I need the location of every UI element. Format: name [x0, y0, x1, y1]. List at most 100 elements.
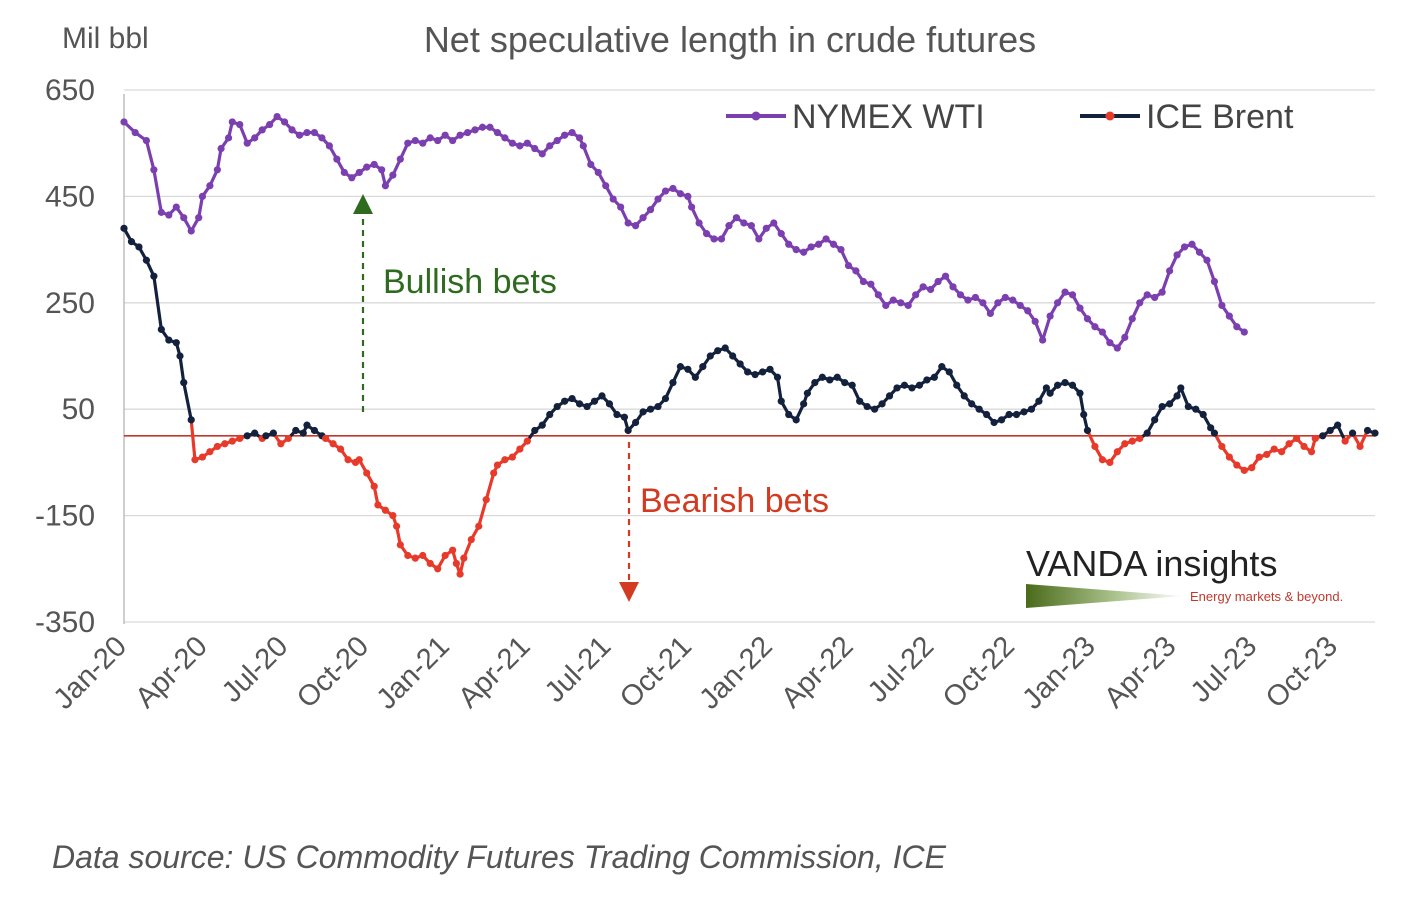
data-point-brent: [568, 394, 576, 403]
data-point-wti: [1203, 256, 1211, 264]
data-point-wti: [303, 128, 311, 137]
data-point-brent: [583, 402, 591, 411]
data-point-wti: [172, 203, 180, 211]
gridlines: [124, 89, 1375, 623]
data-point-brent: [1207, 424, 1215, 432]
data-point-brent: [624, 426, 632, 435]
data-point-brent: [1356, 442, 1364, 451]
data-point-brent: [561, 397, 569, 405]
data-point-wti: [463, 128, 472, 137]
y-tick-label: 250: [45, 287, 95, 320]
data-point-wti: [251, 134, 259, 142]
data-point-brent: [945, 368, 953, 376]
x-tick-label: Jul-23: [1185, 630, 1263, 708]
data-point-brent: [646, 405, 655, 413]
data-point-wti: [609, 195, 617, 203]
data-point-wti: [187, 227, 195, 235]
data-point-wti: [897, 299, 905, 307]
data-point-brent: [751, 371, 759, 379]
data-point-wti: [732, 214, 741, 222]
data-point-brent: [1263, 450, 1271, 459]
data-point-brent: [1020, 408, 1028, 416]
data-point-brent: [1136, 434, 1144, 443]
data-point-brent: [1091, 442, 1099, 451]
data-point-wti: [822, 235, 830, 243]
data-point-brent: [251, 429, 259, 437]
bullish-arrow-head: [353, 194, 373, 214]
data-point-wti: [859, 277, 867, 286]
y-tick-label: -150: [35, 500, 95, 533]
data-point-brent: [180, 379, 188, 387]
data-point-brent: [303, 421, 311, 429]
data-point-wti: [594, 168, 602, 177]
data-point-wti: [1098, 328, 1106, 336]
data-point-wti: [762, 224, 770, 232]
data-point-wti: [396, 155, 404, 163]
data-point-brent: [818, 373, 826, 381]
data-point-wti: [1106, 339, 1114, 347]
data-point-wti: [370, 160, 378, 169]
x-tick-label: Jul-22: [862, 630, 940, 708]
legend-label-wti: NYMEX WTI: [792, 98, 985, 136]
data-point-wti: [1068, 291, 1077, 299]
data-point-brent: [1121, 440, 1129, 448]
data-point-wti: [381, 182, 390, 190]
data-point-brent: [714, 347, 722, 355]
data-point-brent: [997, 416, 1006, 424]
data-point-wti: [934, 277, 942, 286]
data-point-wti: [1225, 312, 1233, 320]
data-point-brent: [336, 445, 345, 453]
data-point-brent: [531, 426, 539, 435]
data-point-wti: [747, 222, 755, 230]
data-point-brent: [1363, 426, 1372, 435]
data-point-brent: [322, 434, 330, 443]
data-point-brent: [863, 402, 871, 411]
data-point-wti: [195, 214, 203, 222]
data-point-wti: [676, 190, 685, 198]
x-tick-label: Apr-20: [130, 630, 214, 714]
data-point-wti: [378, 166, 386, 174]
data-point-brent: [871, 405, 879, 413]
data-point-brent: [396, 541, 404, 549]
series-line-nymex-wti: [122, 114, 1246, 350]
bullish-annotation: Bullish bets: [353, 194, 557, 412]
data-point-wti: [1143, 291, 1151, 299]
data-point-brent: [546, 410, 554, 419]
bearish-label: Bearish bets: [640, 482, 829, 520]
data-point-wti: [318, 134, 326, 142]
bearish-arrow-head: [619, 582, 639, 602]
data-point-wti: [919, 283, 927, 291]
data-point-brent: [930, 373, 938, 381]
data-point-brent: [1166, 400, 1174, 408]
data-point-wti: [927, 285, 935, 294]
data-point-wti: [516, 142, 524, 150]
data-point-brent: [198, 453, 207, 461]
data-point-wti: [1083, 315, 1092, 323]
data-point-brent: [1240, 466, 1248, 474]
bearish-annotation: Bearish bets: [619, 442, 829, 602]
data-point-wti: [889, 296, 897, 304]
data-point-wti: [1076, 304, 1084, 312]
data-point-wti: [800, 248, 808, 256]
data-point-wti: [228, 118, 236, 126]
data-point-brent: [508, 453, 516, 461]
data-point-brent: [975, 405, 983, 413]
data-point-brent: [426, 559, 434, 568]
data-point-brent: [800, 400, 808, 408]
data-point-brent: [363, 469, 371, 477]
series-segment-ice-brent: [182, 381, 193, 422]
data-point-wti: [1016, 301, 1024, 310]
data-point-brent: [1027, 405, 1036, 413]
data-point-wti: [561, 131, 569, 139]
data-point-wti: [236, 120, 244, 129]
data-point-brent: [441, 551, 449, 560]
data-point-brent: [1005, 410, 1013, 419]
data-point-brent: [1184, 402, 1192, 411]
data-point-brent: [456, 570, 464, 578]
data-point-wti: [1166, 267, 1174, 275]
data-point-brent: [1046, 389, 1054, 397]
data-point-brent: [1042, 384, 1050, 392]
data-point-wti: [1001, 293, 1009, 302]
data-point-brent: [1083, 426, 1092, 435]
data-point-wti: [725, 222, 733, 230]
